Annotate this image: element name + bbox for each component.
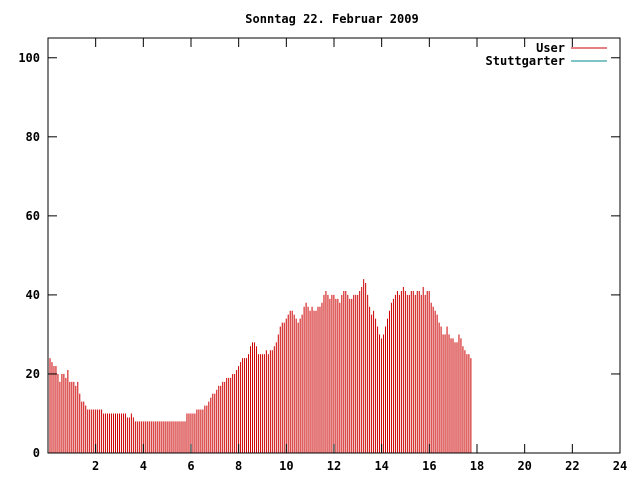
x-tick-label: 6 — [187, 459, 194, 473]
bars-group — [47, 279, 472, 453]
x-axis: 2 4 6 8 10 12 14 16 18 20 22 24 — [92, 38, 627, 473]
x-tick-label: 8 — [235, 459, 242, 473]
x-tick-label: 14 — [374, 459, 388, 473]
x-tick-label: 10 — [279, 459, 293, 473]
legend-label-stuttgarter: Stuttgarter — [486, 54, 565, 68]
y-tick-label: 100 — [18, 51, 40, 65]
x-tick-label: 20 — [517, 459, 531, 473]
x-tick-label: 18 — [470, 459, 484, 473]
legend: User Stuttgarter — [486, 41, 607, 68]
x-tick-label: 16 — [422, 459, 436, 473]
x-tick-label: 4 — [140, 459, 147, 473]
y-tick-label: 20 — [26, 367, 40, 381]
y-tick-label: 0 — [33, 446, 40, 460]
y-tick-label: 60 — [26, 209, 40, 223]
y-tick-label: 40 — [26, 288, 40, 302]
x-tick-label: 22 — [565, 459, 579, 473]
y-tick-label: 80 — [26, 130, 40, 144]
x-tick-label: 2 — [92, 459, 99, 473]
x-tick-label: 24 — [613, 459, 627, 473]
y-axis: 0 20 40 60 80 100 — [18, 51, 620, 460]
x-tick-label: 12 — [327, 459, 341, 473]
legend-label-user: User — [536, 41, 565, 55]
chart-title: Sonntag 22. Februar 2009 — [245, 12, 418, 26]
